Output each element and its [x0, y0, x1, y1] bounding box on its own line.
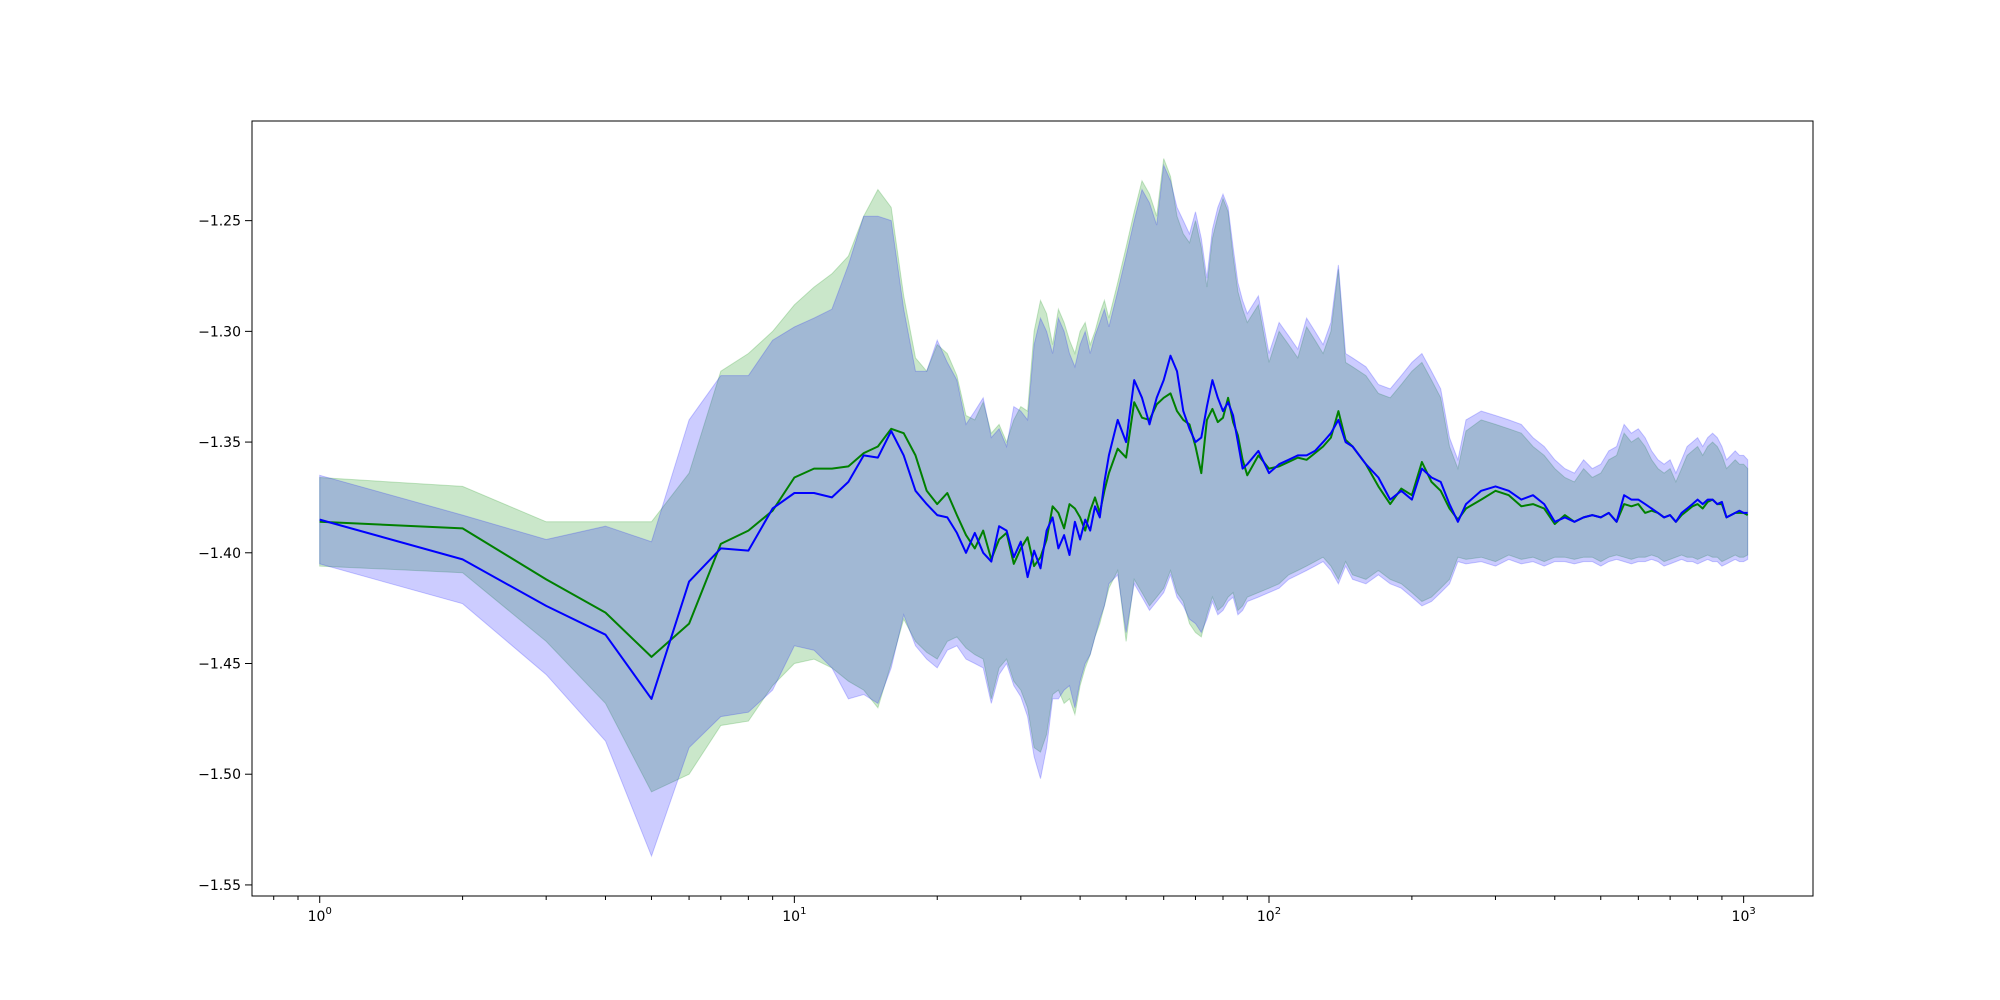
- plot-frame: [251, 120, 1814, 897]
- line-series-2: [319, 354, 1748, 700]
- x-tick-label: 100: [308, 906, 332, 925]
- y-tick-label: −1.50: [198, 767, 241, 783]
- line-series-1: [319, 392, 1749, 658]
- y-tick-label: −1.35: [198, 435, 241, 451]
- x-tick-label: 103: [1732, 906, 1756, 925]
- y-tick-label: −1.30: [198, 324, 241, 340]
- line-layer: [319, 354, 1749, 700]
- x-tick-label: 101: [782, 906, 806, 925]
- y-axis: −1.25 −1.30 −1.35 −1.40 −1.45 −1.50 −1.55: [198, 214, 252, 894]
- y-tick-label: −1.40: [198, 546, 241, 562]
- x-tick-label: 102: [1257, 906, 1281, 925]
- y-tick-label: −1.55: [198, 878, 241, 894]
- x-axis: 100 101 102 103: [273, 896, 1756, 925]
- y-tick-label: −1.45: [198, 657, 241, 673]
- band-series-2: [319, 163, 1749, 858]
- y-tick-label: −1.25: [198, 214, 241, 230]
